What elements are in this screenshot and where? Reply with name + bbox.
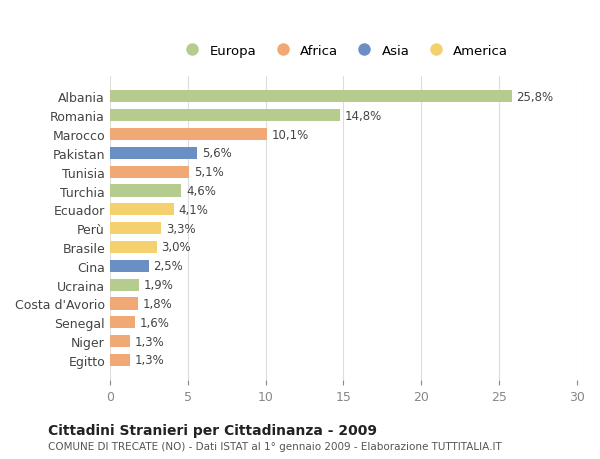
Text: 1,6%: 1,6% [139, 316, 169, 329]
Text: 5,1%: 5,1% [194, 166, 224, 179]
Bar [110, 185, 181, 197]
Bar [110, 91, 512, 103]
Bar [110, 129, 267, 141]
Text: Cittadini Stranieri per Cittadinanza - 2009: Cittadini Stranieri per Cittadinanza - 2… [48, 423, 377, 437]
Bar [110, 279, 139, 291]
Text: 1,3%: 1,3% [135, 335, 164, 348]
Bar [110, 204, 174, 216]
Text: COMUNE DI TRECATE (NO) - Dati ISTAT al 1° gennaio 2009 - Elaborazione TUTTITALIA: COMUNE DI TRECATE (NO) - Dati ISTAT al 1… [48, 441, 502, 451]
Bar [110, 260, 149, 272]
Text: 1,3%: 1,3% [135, 354, 164, 367]
Bar [110, 354, 130, 366]
Bar [110, 110, 340, 122]
Text: 4,6%: 4,6% [186, 185, 216, 197]
Text: 2,5%: 2,5% [154, 260, 183, 273]
Text: 25,8%: 25,8% [517, 91, 553, 104]
Bar [110, 241, 157, 253]
Text: 1,8%: 1,8% [143, 297, 172, 310]
Bar [110, 317, 135, 329]
Text: 4,1%: 4,1% [178, 203, 208, 216]
Text: 3,3%: 3,3% [166, 222, 196, 235]
Text: 5,6%: 5,6% [202, 147, 232, 160]
Legend: Europa, Africa, Asia, America: Europa, Africa, Asia, America [179, 45, 508, 57]
Bar [110, 147, 197, 160]
Bar [110, 335, 130, 347]
Text: 10,1%: 10,1% [272, 128, 309, 141]
Bar [110, 223, 161, 235]
Bar [110, 166, 189, 179]
Text: 14,8%: 14,8% [345, 109, 382, 123]
Bar [110, 298, 138, 310]
Text: 1,9%: 1,9% [144, 279, 174, 291]
Text: 3,0%: 3,0% [161, 241, 191, 254]
